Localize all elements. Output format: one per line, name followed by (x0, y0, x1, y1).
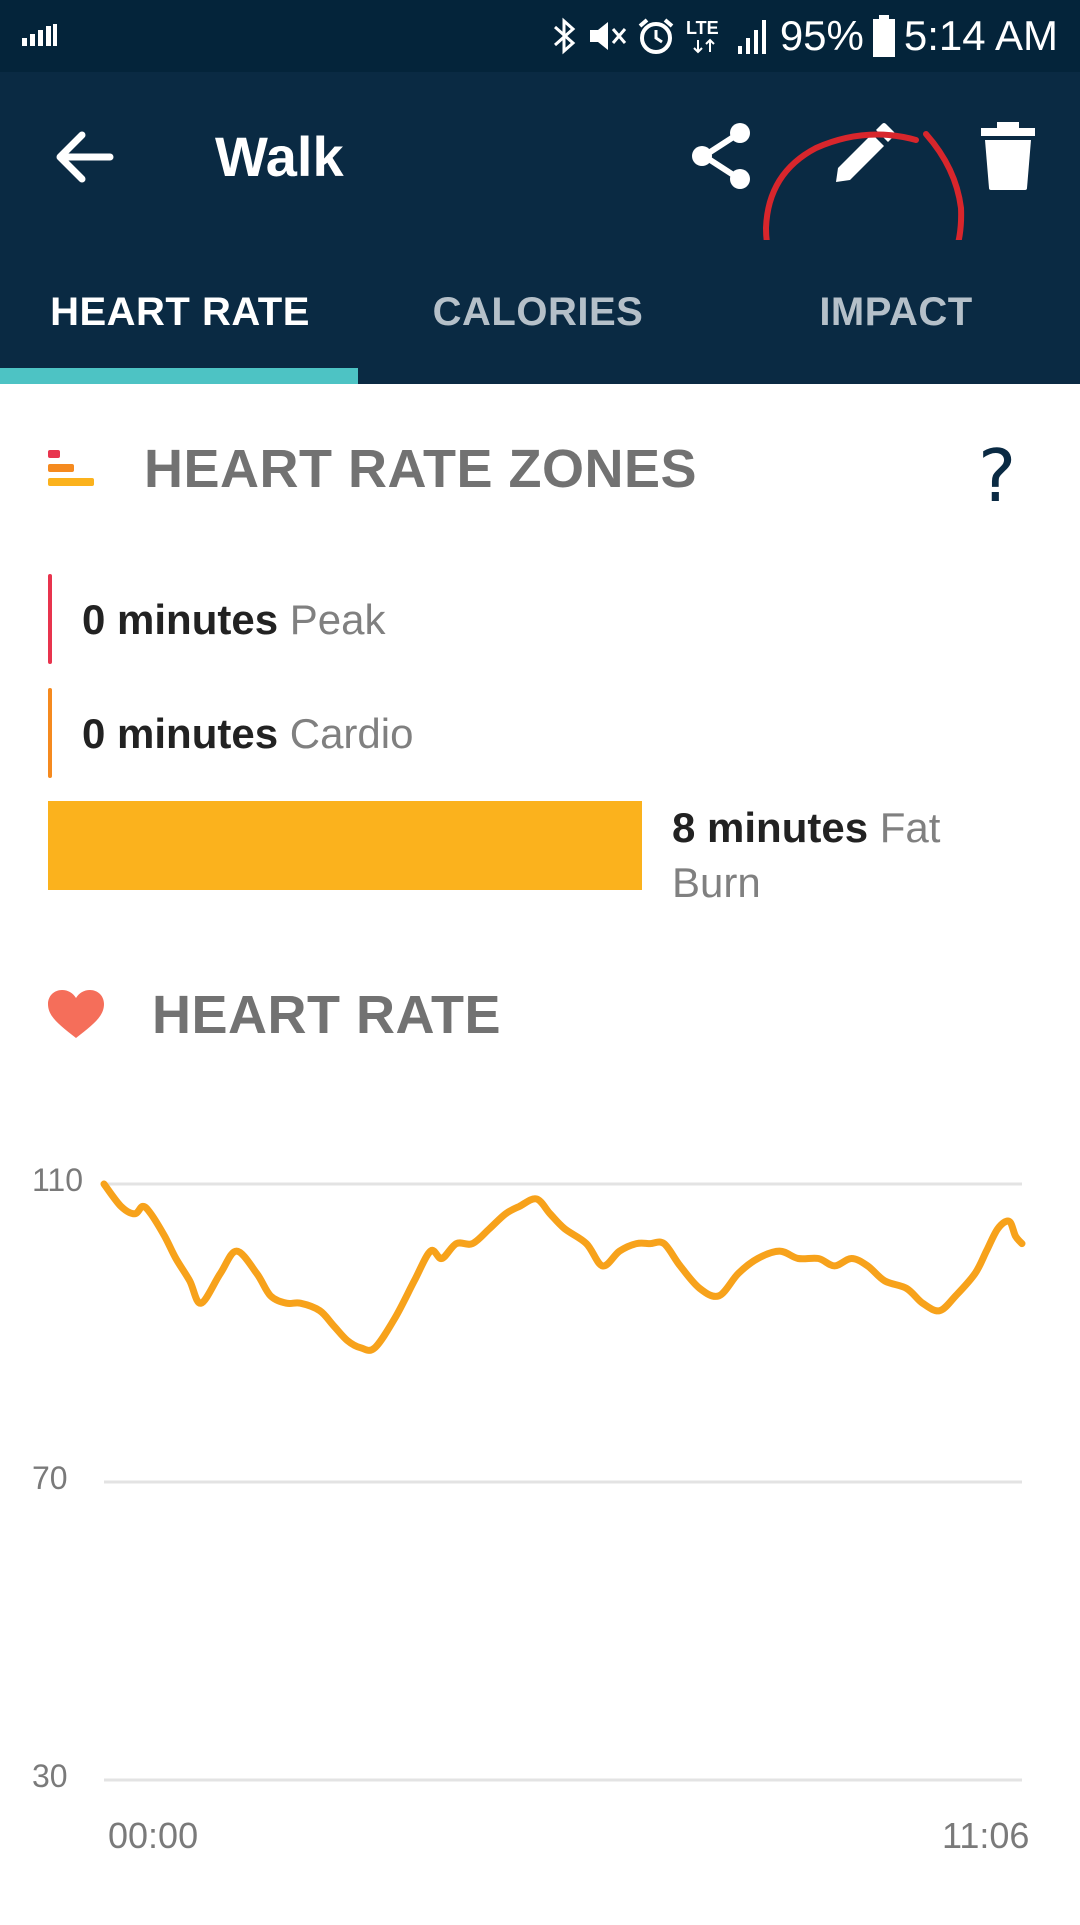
zones-bars-icon (48, 448, 96, 490)
app-bar: Walk (0, 72, 1080, 321)
back-button[interactable] (50, 122, 120, 192)
fat-burn-bar (48, 801, 642, 890)
signal-bars-icon (22, 24, 58, 51)
battery-icon (872, 15, 896, 57)
zone-minutes: 0 minutes (82, 596, 279, 643)
tab-bar: HEART RATE CALORIES IMPACT (0, 240, 1080, 384)
arrow-left-icon (50, 131, 120, 196)
heart-rate-line (100, 1180, 1026, 1354)
y-tick-label: 70 (32, 1460, 68, 1496)
active-tab-indicator (0, 368, 358, 384)
page-title: Walk (215, 125, 344, 188)
clock-time: 5:14 AM (903, 12, 1058, 59)
x-tick-label: 11:06 (942, 1815, 1030, 1856)
vibrate-mute-icon (586, 16, 628, 56)
zone-text: 0 minutes Peak (82, 596, 385, 644)
edit-button[interactable] (826, 120, 898, 192)
pencil-icon (826, 123, 898, 196)
zones-title: HEART RATE ZONES (144, 439, 698, 499)
heart-rate-chart: 110 70 30 00:00 11:06 (0, 1120, 1080, 1920)
heart-rate-header: HEART RATE (0, 970, 1080, 1060)
bluetooth-icon (552, 16, 578, 56)
heart-rate-title: HEART RATE (152, 985, 501, 1045)
cardio-indicator (48, 688, 52, 778)
trash-icon (975, 122, 1041, 196)
zone-name: Fat Burn (672, 804, 941, 906)
chart-canvas (100, 1180, 1026, 1782)
battery-percent: 95% (779, 12, 864, 59)
share-button[interactable] (686, 120, 758, 192)
y-tick-label: 110 (32, 1162, 84, 1198)
tab-heart-rate[interactable]: HEART RATE (50, 289, 310, 334)
tab-calories[interactable]: CALORIES (432, 289, 644, 334)
zone-text: 0 minutes Cardio (82, 710, 413, 758)
tab-impact[interactable]: IMPACT (819, 289, 973, 334)
help-icon[interactable]: ? (978, 434, 1017, 518)
signal-icon (736, 16, 772, 56)
peak-indicator (48, 574, 52, 664)
status-bar: LTE 95% 5:14 AM (0, 0, 1080, 72)
zone-minutes: 0 minutes (82, 710, 279, 757)
y-tick-label: 30 (32, 1758, 68, 1794)
lte-icon: LTE (684, 16, 728, 56)
zone-minutes: 8 minutes (672, 804, 869, 851)
zones-header: HEART RATE ZONES ? (0, 420, 1080, 520)
zone-name: Cardio (289, 710, 414, 757)
share-icon (686, 123, 758, 196)
alarm-icon (636, 16, 676, 56)
x-tick-label: 00:00 (108, 1815, 199, 1856)
zone-row-fat-burn: 8 minutes Fat Burn (672, 800, 972, 910)
network-label: LTE (686, 18, 719, 38)
zone-name: Peak (289, 596, 386, 643)
heart-icon (46, 990, 106, 1040)
delete-button[interactable] (975, 120, 1041, 192)
